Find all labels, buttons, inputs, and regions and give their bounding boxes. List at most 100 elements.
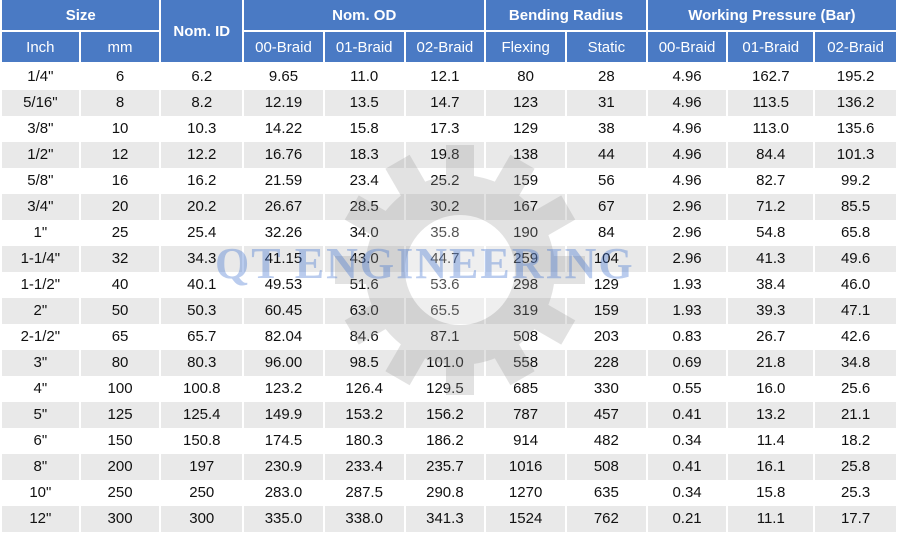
cell-od-01: 233.4 bbox=[324, 454, 404, 480]
cell-static: 84 bbox=[566, 220, 646, 246]
cell-inch: 1-1/4" bbox=[2, 246, 79, 272]
table-row: 1/2" 12 12.2 16.76 18.3 19.8 138 44 4.96 84.4 101.… bbox=[2, 142, 896, 168]
cell-nom-id: 8.2 bbox=[161, 90, 243, 116]
table-body: 1/4" 6 6.2 9.65 11.0 12.1 80 28 4.96 162.7 195.2 5/… bbox=[2, 64, 896, 532]
cell-od-02: 25.2 bbox=[405, 168, 485, 194]
cell-od-00: 21.59 bbox=[244, 168, 323, 194]
cell-static: 762 bbox=[566, 506, 646, 532]
cell-wp-02: 195.2 bbox=[815, 64, 896, 90]
cell-wp-02: 49.6 bbox=[815, 246, 896, 272]
cell-od-00: 41.15 bbox=[244, 246, 323, 272]
cell-nom-id: 65.7 bbox=[161, 324, 243, 350]
cell-inch: 1/4" bbox=[2, 64, 79, 90]
cell-inch: 3/8" bbox=[2, 116, 79, 142]
cell-wp-02: 101.3 bbox=[815, 142, 896, 168]
cell-od-02: 156.2 bbox=[405, 402, 485, 428]
cell-mm: 8 bbox=[80, 90, 160, 116]
cell-od-01: 84.6 bbox=[324, 324, 404, 350]
cell-nom-id: 20.2 bbox=[161, 194, 243, 220]
cell-wp-02: 25.3 bbox=[815, 480, 896, 506]
cell-od-02: 19.8 bbox=[405, 142, 485, 168]
cell-wp-01: 13.2 bbox=[728, 402, 814, 428]
cell-od-00: 9.65 bbox=[244, 64, 323, 90]
cell-wp-00: 2.96 bbox=[647, 246, 727, 272]
cell-od-01: 11.0 bbox=[324, 64, 404, 90]
cell-nom-id: 16.2 bbox=[161, 168, 243, 194]
table-row: 8" 200 197 230.9 233.4 235.7 1016 508 0.41 16.1 25… bbox=[2, 454, 896, 480]
table-row: 2" 50 50.3 60.45 63.0 65.5 319 159 1.93 39.3 47.1 bbox=[2, 298, 896, 324]
cell-nom-id: 80.3 bbox=[161, 350, 243, 376]
cell-od-02: 44.7 bbox=[405, 246, 485, 272]
table-row: 4" 100 100.8 123.2 126.4 129.5 685 330 0.55 16.0 2… bbox=[2, 376, 896, 402]
cell-wp-01: 26.7 bbox=[728, 324, 814, 350]
cell-inch: 3" bbox=[2, 350, 79, 376]
cell-od-02: 35.8 bbox=[405, 220, 485, 246]
cell-od-00: 96.00 bbox=[244, 350, 323, 376]
table-row: 5/16" 8 8.2 12.19 13.5 14.7 123 31 4.96 113.5 136.… bbox=[2, 90, 896, 116]
cell-od-02: 129.5 bbox=[405, 376, 485, 402]
cell-wp-01: 84.4 bbox=[728, 142, 814, 168]
cell-od-00: 60.45 bbox=[244, 298, 323, 324]
cell-wp-00: 4.96 bbox=[647, 90, 727, 116]
cell-od-01: 180.3 bbox=[324, 428, 404, 454]
cell-nom-id: 25.4 bbox=[161, 220, 243, 246]
cell-nom-id: 125.4 bbox=[161, 402, 243, 428]
cell-wp-02: 25.8 bbox=[815, 454, 896, 480]
cell-mm: 50 bbox=[80, 298, 160, 324]
cell-wp-02: 46.0 bbox=[815, 272, 896, 298]
cell-wp-02: 21.1 bbox=[815, 402, 896, 428]
cell-od-00: 149.9 bbox=[244, 402, 323, 428]
table-row: 10" 250 250 283.0 287.5 290.8 1270 635 0.34 15.8 2… bbox=[2, 480, 896, 506]
cell-od-02: 53.6 bbox=[405, 272, 485, 298]
table-row: 2-1/2" 65 65.7 82.04 84.6 87.1 508 203 0.83 26.7 4… bbox=[2, 324, 896, 350]
col-wp-01-header: 01-Braid bbox=[728, 32, 814, 64]
cell-mm: 150 bbox=[80, 428, 160, 454]
cell-od-02: 290.8 bbox=[405, 480, 485, 506]
cell-wp-00: 0.69 bbox=[647, 350, 727, 376]
cell-flexing: 123 bbox=[486, 90, 565, 116]
cell-static: 31 bbox=[566, 90, 646, 116]
cell-wp-01: 71.2 bbox=[728, 194, 814, 220]
cell-od-01: 63.0 bbox=[324, 298, 404, 324]
cell-mm: 20 bbox=[80, 194, 160, 220]
cell-wp-00: 0.55 bbox=[647, 376, 727, 402]
cell-wp-02: 34.8 bbox=[815, 350, 896, 376]
col-od-02-header: 02-Braid bbox=[405, 32, 485, 64]
cell-flexing: 1524 bbox=[486, 506, 565, 532]
cell-mm: 100 bbox=[80, 376, 160, 402]
cell-flexing: 259 bbox=[486, 246, 565, 272]
cell-wp-01: 113.5 bbox=[728, 90, 814, 116]
table-row: 1-1/4" 32 34.3 41.15 43.0 44.7 259 104 2.96 41.3 4… bbox=[2, 246, 896, 272]
cell-static: 330 bbox=[566, 376, 646, 402]
cell-flexing: 787 bbox=[486, 402, 565, 428]
cell-static: 38 bbox=[566, 116, 646, 142]
cell-mm: 12 bbox=[80, 142, 160, 168]
cell-flexing: 685 bbox=[486, 376, 565, 402]
cell-wp-00: 0.34 bbox=[647, 428, 727, 454]
cell-wp-00: 2.96 bbox=[647, 194, 727, 220]
cell-nom-id: 250 bbox=[161, 480, 243, 506]
nom-od-header: Nom. OD bbox=[244, 0, 485, 32]
cell-nom-id: 6.2 bbox=[161, 64, 243, 90]
cell-wp-01: 82.7 bbox=[728, 168, 814, 194]
cell-nom-id: 197 bbox=[161, 454, 243, 480]
cell-inch: 2" bbox=[2, 298, 79, 324]
cell-mm: 65 bbox=[80, 324, 160, 350]
cell-wp-01: 113.0 bbox=[728, 116, 814, 142]
cell-inch: 1-1/2" bbox=[2, 272, 79, 298]
cell-wp-01: 16.1 bbox=[728, 454, 814, 480]
cell-wp-02: 136.2 bbox=[815, 90, 896, 116]
cell-od-01: 15.8 bbox=[324, 116, 404, 142]
cell-mm: 6 bbox=[80, 64, 160, 90]
cell-od-00: 49.53 bbox=[244, 272, 323, 298]
cell-od-01: 98.5 bbox=[324, 350, 404, 376]
cell-mm: 10 bbox=[80, 116, 160, 142]
cell-od-01: 23.4 bbox=[324, 168, 404, 194]
col-static-header: Static bbox=[566, 32, 646, 64]
cell-nom-id: 150.8 bbox=[161, 428, 243, 454]
cell-mm: 16 bbox=[80, 168, 160, 194]
cell-nom-id: 50.3 bbox=[161, 298, 243, 324]
cell-nom-id: 100.8 bbox=[161, 376, 243, 402]
cell-od-02: 65.5 bbox=[405, 298, 485, 324]
